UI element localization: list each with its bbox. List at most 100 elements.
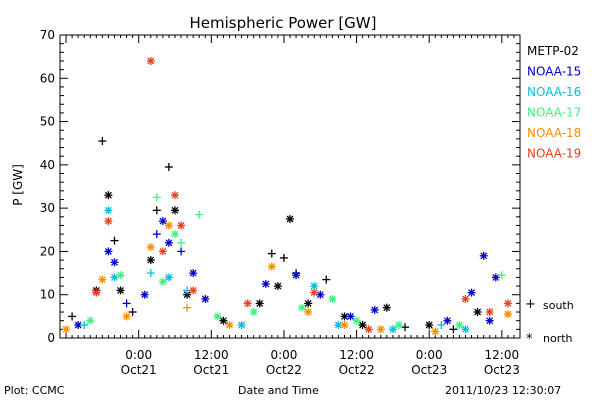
data-point-north xyxy=(328,295,337,303)
data-point-north xyxy=(286,215,294,223)
data-point-south xyxy=(183,303,192,312)
data-points xyxy=(62,57,512,336)
marker-stroke xyxy=(504,299,512,307)
x-tick-label-date: Oct23 xyxy=(484,363,520,377)
marker-stroke xyxy=(474,308,482,316)
data-point-north xyxy=(86,316,95,325)
marker-stroke xyxy=(371,306,379,314)
marker-stroke xyxy=(347,312,354,320)
data-point-north xyxy=(122,312,131,321)
data-point-north xyxy=(382,303,391,312)
symbol-legend-north-label: north xyxy=(543,332,573,345)
data-point-north xyxy=(340,321,349,329)
marker-stroke xyxy=(183,291,191,299)
marker-stroke xyxy=(159,247,167,255)
data-point-north xyxy=(461,295,470,303)
data-point-north xyxy=(249,308,258,316)
marker-stroke xyxy=(456,321,463,329)
marker-stroke xyxy=(468,289,476,297)
data-point-south xyxy=(98,137,107,145)
data-point-north xyxy=(104,247,113,256)
data-point-south xyxy=(110,236,119,245)
marker-stroke xyxy=(268,263,276,271)
x-tick-label-time: 0:00 xyxy=(125,348,152,362)
series-legend: METP-02 NOAA-15 NOAA-16 NOAA-17 NOAA-18 NOAA-… xyxy=(527,44,581,161)
y-axis-label: P [GW] xyxy=(10,164,25,206)
data-point-south xyxy=(279,253,288,262)
data-point-north xyxy=(225,321,234,329)
data-point-north xyxy=(467,288,476,297)
data-point-north xyxy=(189,286,198,295)
marker-stroke xyxy=(147,243,155,251)
data-point-north xyxy=(62,325,71,334)
data-point-south xyxy=(80,321,89,329)
data-point-north xyxy=(485,308,494,316)
marker-stroke xyxy=(111,258,118,266)
marker-stroke xyxy=(486,308,494,316)
marker-stroke xyxy=(334,321,342,329)
marker-stroke xyxy=(104,206,112,214)
data-point-north xyxy=(304,308,313,316)
marker-stroke xyxy=(159,278,167,286)
data-point-north xyxy=(98,275,107,284)
marker-stroke xyxy=(298,304,306,312)
marker-stroke xyxy=(274,282,282,290)
marker-stroke xyxy=(104,247,112,255)
marker-stroke xyxy=(292,271,300,279)
marker-stroke xyxy=(304,308,312,316)
data-point-north xyxy=(461,325,470,334)
x-tick-label-time: 12:00 xyxy=(339,348,374,362)
marker-stroke xyxy=(310,282,318,290)
marker-stroke xyxy=(262,280,270,288)
data-point-south xyxy=(68,312,77,321)
marker-stroke xyxy=(177,222,185,229)
data-point-north xyxy=(346,312,355,321)
y-tick-label: 60 xyxy=(40,71,55,85)
marker-stroke xyxy=(480,252,488,260)
marker-stroke xyxy=(250,308,258,316)
data-point-south xyxy=(267,249,276,258)
x-tick-label-date: Oct21 xyxy=(193,363,229,377)
data-point-north xyxy=(485,316,494,325)
data-point-north xyxy=(267,262,276,271)
marker-stroke xyxy=(341,312,348,320)
data-point-south xyxy=(122,299,131,308)
marker-stroke xyxy=(117,271,124,279)
data-point-south xyxy=(449,325,458,334)
data-point-north xyxy=(237,321,246,329)
x-tick-label-time: 0:00 xyxy=(416,348,443,362)
legend-entry: NOAA-19 xyxy=(527,147,581,161)
data-point-north xyxy=(146,57,155,65)
marker-stroke xyxy=(74,321,82,329)
data-point-south xyxy=(164,163,173,171)
data-point-north xyxy=(116,286,125,295)
x-tick-label-date: Oct23 xyxy=(411,363,447,377)
legend-entry: NOAA-18 xyxy=(527,126,581,140)
data-point-south xyxy=(497,271,506,280)
data-point-north xyxy=(104,191,113,200)
marker-stroke xyxy=(244,299,252,307)
marker-stroke xyxy=(62,325,70,333)
data-point-north xyxy=(479,251,488,260)
x-tick-label-date: Oct22 xyxy=(266,363,302,377)
data-point-north xyxy=(243,299,252,308)
data-point-north xyxy=(443,316,452,325)
data-point-north xyxy=(219,316,228,325)
data-point-north xyxy=(316,290,325,299)
data-point-south xyxy=(177,238,186,247)
marker-stroke xyxy=(189,286,197,294)
data-point-north xyxy=(158,277,167,286)
data-point-north xyxy=(213,312,222,321)
data-point-south xyxy=(128,308,137,316)
data-point-north xyxy=(104,217,113,226)
marker-stroke xyxy=(165,239,173,247)
marker-stroke xyxy=(147,57,155,65)
x-tick-label-time: 0:00 xyxy=(270,348,297,362)
data-point-south xyxy=(152,230,161,239)
x-axis-label: Date and Time xyxy=(238,384,319,397)
data-point-north xyxy=(376,325,385,334)
data-point-south xyxy=(195,210,204,219)
data-point-north xyxy=(503,310,512,319)
marker-stroke xyxy=(365,325,373,333)
marker-stroke xyxy=(462,295,469,303)
